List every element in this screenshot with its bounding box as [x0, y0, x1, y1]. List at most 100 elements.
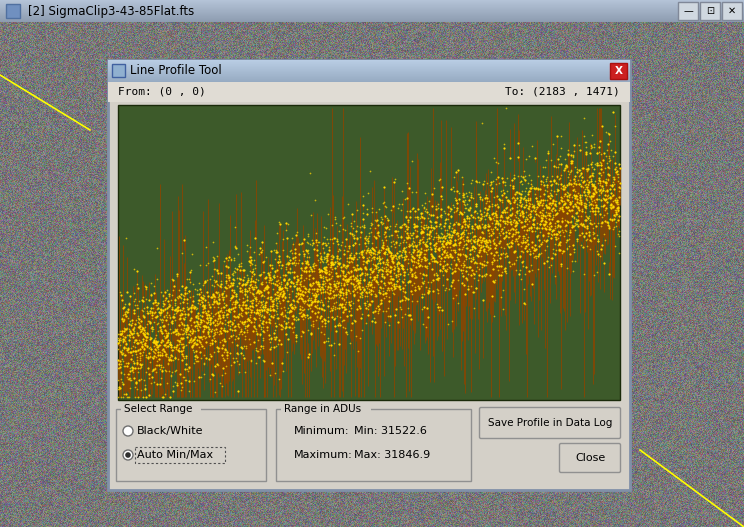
- Point: [609, 206, 620, 214]
- Point: [456, 269, 468, 277]
- Point: [446, 282, 458, 291]
- Point: [247, 296, 259, 305]
- Point: [319, 316, 331, 324]
- Point: [169, 354, 181, 363]
- Point: [219, 284, 231, 292]
- Point: [501, 196, 513, 204]
- Point: [167, 327, 179, 336]
- Point: [124, 348, 136, 356]
- Point: [606, 189, 618, 197]
- Point: [193, 333, 205, 341]
- Point: [157, 316, 169, 324]
- Point: [336, 300, 348, 308]
- Point: [455, 230, 466, 238]
- Point: [574, 181, 586, 190]
- Point: [516, 208, 528, 216]
- Point: [239, 318, 251, 326]
- Point: [261, 323, 273, 331]
- Point: [198, 344, 210, 353]
- Point: [370, 264, 382, 272]
- Point: [497, 177, 509, 186]
- Point: [286, 239, 298, 248]
- Point: [355, 289, 367, 297]
- Point: [199, 307, 211, 315]
- Point: [261, 294, 273, 302]
- Point: [169, 366, 181, 375]
- Point: [320, 258, 332, 266]
- Point: [133, 297, 145, 305]
- Point: [399, 253, 411, 261]
- Point: [144, 335, 156, 344]
- Point: [260, 283, 272, 291]
- Point: [377, 259, 389, 267]
- Point: [306, 289, 318, 298]
- Point: [498, 144, 510, 152]
- Point: [262, 294, 274, 302]
- Point: [500, 249, 512, 257]
- Point: [512, 240, 524, 248]
- Point: [245, 259, 257, 267]
- Point: [407, 252, 419, 261]
- Point: [504, 154, 516, 162]
- Point: [539, 237, 551, 245]
- Point: [602, 129, 614, 138]
- Point: [160, 310, 172, 319]
- Point: [486, 201, 498, 210]
- Point: [202, 310, 214, 318]
- Point: [204, 318, 216, 326]
- Point: [235, 305, 247, 314]
- Point: [509, 237, 521, 245]
- Point: [278, 235, 289, 243]
- Point: [362, 237, 373, 245]
- Point: [245, 274, 257, 282]
- Point: [530, 183, 542, 192]
- Point: [319, 253, 331, 262]
- Point: [400, 242, 411, 251]
- Point: [434, 219, 446, 228]
- Point: [462, 235, 474, 243]
- Point: [350, 280, 362, 289]
- Point: [168, 306, 180, 314]
- Point: [481, 257, 493, 266]
- Point: [486, 199, 498, 208]
- Point: [319, 319, 331, 327]
- Point: [393, 253, 405, 262]
- Point: [169, 301, 181, 309]
- Point: [440, 246, 452, 254]
- Point: [498, 186, 510, 194]
- Point: [422, 313, 434, 321]
- Point: [275, 321, 287, 329]
- Point: [313, 304, 325, 313]
- Point: [493, 178, 504, 187]
- Point: [136, 342, 148, 350]
- Point: [170, 309, 182, 318]
- Point: [332, 235, 344, 243]
- Point: [583, 230, 594, 239]
- Point: [317, 274, 329, 282]
- Bar: [6, 4, 20, 18]
- Point: [333, 258, 345, 267]
- Point: [510, 235, 522, 243]
- Point: [293, 256, 305, 265]
- Point: [513, 206, 525, 214]
- Point: [462, 205, 474, 213]
- Point: [551, 187, 563, 195]
- Point: [124, 320, 135, 328]
- Point: [327, 293, 339, 301]
- Point: [115, 360, 127, 369]
- Text: Auto Min/Max: Auto Min/Max: [137, 450, 213, 460]
- Point: [147, 364, 158, 373]
- Point: [234, 309, 246, 318]
- Point: [132, 314, 144, 323]
- Point: [129, 320, 141, 328]
- Bar: [108, 66, 630, 67]
- Point: [532, 184, 544, 192]
- Point: [244, 310, 256, 319]
- Point: [177, 297, 189, 306]
- Point: [276, 292, 288, 301]
- Point: [322, 249, 334, 258]
- Point: [525, 195, 536, 203]
- Point: [458, 230, 470, 238]
- Point: [146, 366, 158, 375]
- Point: [179, 284, 191, 292]
